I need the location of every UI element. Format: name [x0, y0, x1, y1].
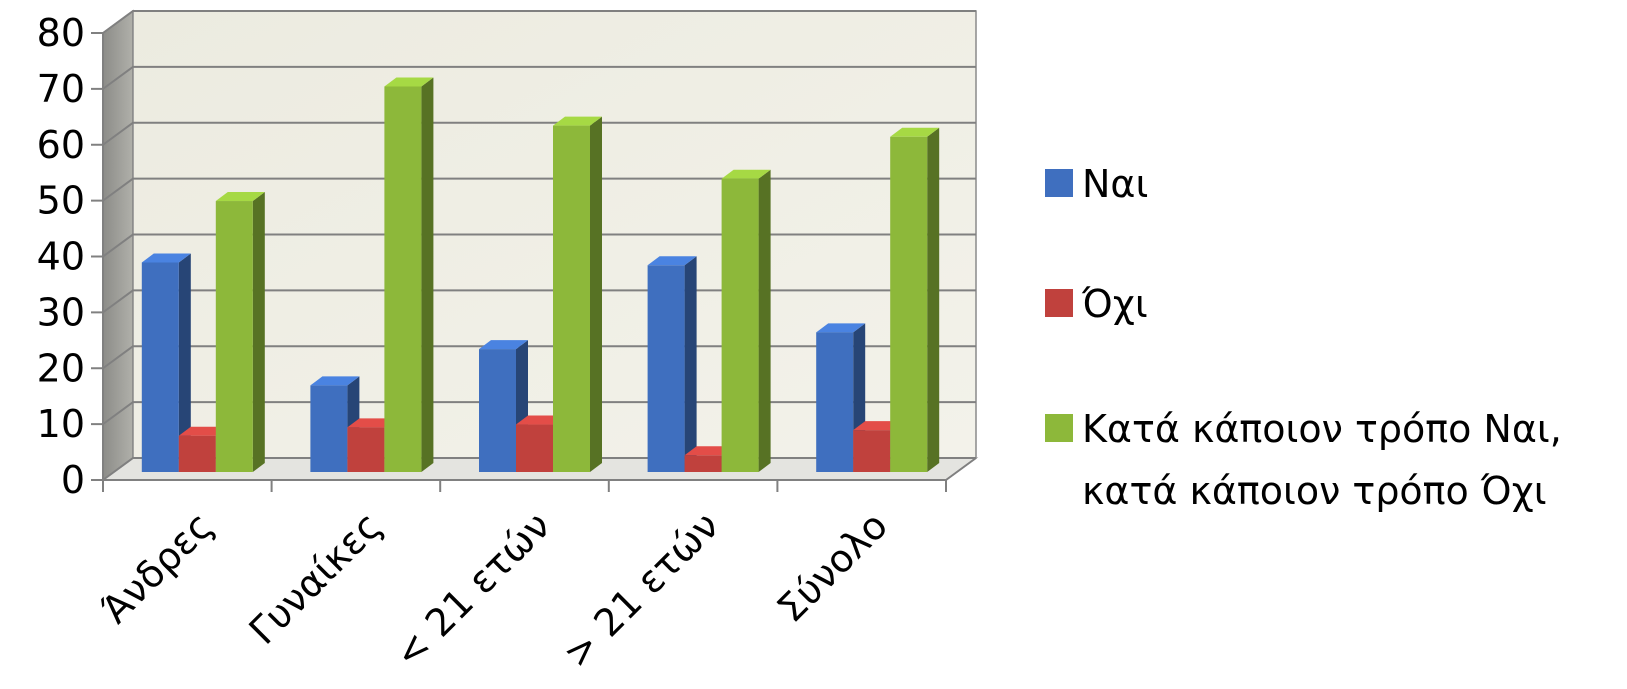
bar-top — [721, 169, 771, 179]
bar-side — [421, 77, 434, 473]
bar-top — [141, 253, 191, 263]
bar — [310, 376, 360, 472]
bar-front — [721, 178, 759, 472]
gridline — [102, 65, 976, 90]
bar-front — [853, 430, 891, 472]
bar-top — [310, 376, 360, 386]
bar-side — [252, 192, 265, 472]
bar-top — [684, 446, 734, 456]
bar-front — [310, 385, 348, 472]
legend-item: Κατά κάποιον τρόπο Ναι, κατά κάποιον τρόπ… — [1045, 407, 1562, 513]
x-tick-label: Άνδρες — [93, 503, 222, 632]
bar-top — [479, 340, 528, 350]
x-tick-label: Σύνολο — [769, 503, 896, 630]
bar-side — [590, 116, 602, 472]
y-tick-label: 80 — [37, 11, 85, 55]
bar-front — [215, 201, 253, 472]
bar-front — [141, 262, 179, 472]
x-tick-labels: Άνδρες Γυναίκες< 21 ετών> 21 ετών Σύνολο — [93, 503, 896, 676]
bar-front — [347, 427, 385, 472]
gridline — [102, 121, 976, 146]
bar-top — [553, 116, 602, 126]
bar — [479, 340, 528, 472]
y-tick-label: 30 — [37, 290, 85, 334]
y-tick-labels: 0 10 20 30 40 50 60 70 80 — [37, 11, 85, 502]
bar-top — [178, 426, 228, 436]
bar-top — [647, 256, 697, 266]
y-tick-label: 50 — [37, 179, 85, 223]
bar-top — [516, 415, 565, 425]
legend-label: Όχι — [1081, 282, 1148, 326]
bar-front — [647, 265, 685, 472]
legend-swatch — [1045, 414, 1073, 442]
x-tick-label: > 21 ετών — [554, 503, 727, 676]
bar-front — [516, 424, 553, 472]
bar-side — [684, 256, 697, 472]
legend-item: Ναι — [1045, 162, 1148, 206]
gridline — [102, 233, 976, 258]
gridline — [102, 10, 976, 34]
axes — [91, 32, 977, 492]
bar-front — [479, 349, 516, 472]
bar — [215, 192, 265, 472]
y-tick-label: 60 — [37, 123, 85, 167]
bar-top — [215, 192, 265, 202]
y-tick-label: 10 — [37, 402, 85, 446]
y-tick-label: 70 — [37, 67, 85, 111]
bar-side — [927, 127, 940, 472]
bar — [141, 253, 191, 472]
gridline — [102, 177, 976, 202]
bar-top — [816, 323, 866, 333]
bar-front — [384, 86, 422, 473]
legend-label: Ναι — [1082, 162, 1148, 206]
bar-front — [178, 435, 216, 472]
legend-label: κατά κάποιον τρόπο Όχι — [1082, 469, 1547, 513]
y-tick-label: 20 — [37, 346, 85, 390]
bar-front — [684, 455, 722, 472]
legend-swatch — [1045, 289, 1073, 317]
bar-top — [347, 418, 397, 428]
legend-item: Όχι — [1045, 282, 1148, 326]
legend: Ναι Όχι Κατά κάποιον τρόπο Ναι, κατά κάποιο… — [1045, 162, 1562, 513]
x-tick-label: Γυναίκες — [241, 503, 391, 653]
bar — [647, 256, 697, 472]
y-tick-label: 40 — [37, 235, 85, 279]
bar-top — [890, 127, 940, 137]
y-tick-label: 0 — [61, 458, 85, 502]
bar — [553, 116, 602, 472]
bar — [890, 127, 940, 472]
bar-side — [758, 169, 771, 472]
bar-front — [890, 136, 928, 472]
bar — [384, 77, 434, 473]
x-axis-depth — [945, 457, 977, 481]
bar-side — [178, 253, 191, 472]
bar-top — [384, 77, 434, 87]
bar-top — [853, 421, 903, 431]
bars — [141, 77, 940, 473]
legend-label: Κατά κάποιον τρόπο Ναι, — [1082, 407, 1562, 451]
legend-swatch — [1045, 169, 1073, 197]
x-tick-label: < 21 ετών — [386, 503, 559, 676]
bar-front — [816, 332, 854, 472]
bar — [721, 169, 771, 472]
bar-front — [553, 125, 590, 472]
